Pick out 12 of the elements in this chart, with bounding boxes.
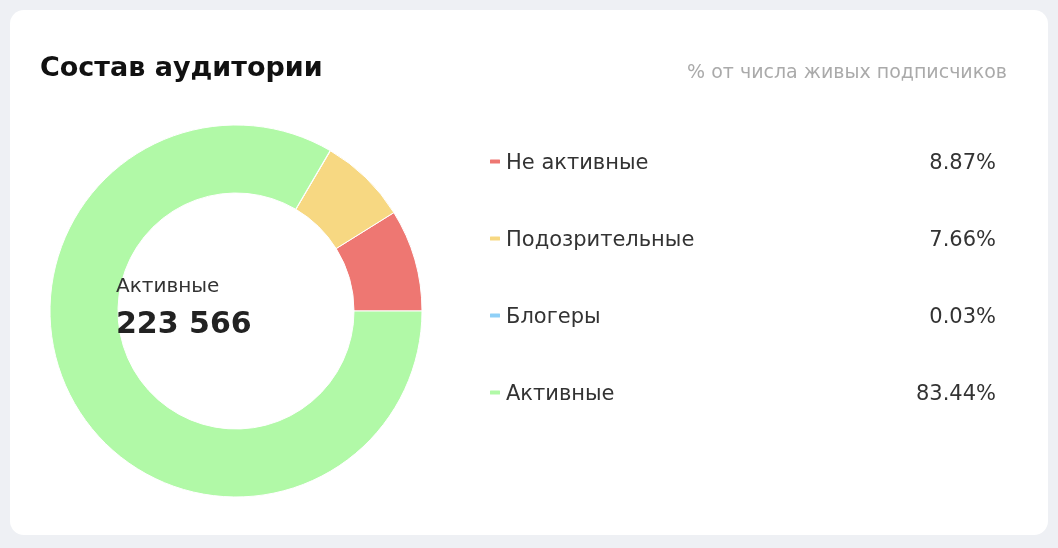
- legend-label: Активные: [506, 380, 615, 405]
- chart-title: Состав аудитории: [40, 51, 323, 82]
- data-label: 0.03%: [929, 303, 996, 328]
- legend-label: Подозрительные: [506, 226, 695, 251]
- data-label: 8.87%: [929, 149, 996, 174]
- text: Активные: [116, 273, 220, 297]
- text: 223 566: [116, 304, 252, 340]
- data-label: 7.66%: [929, 226, 996, 251]
- legend-label: Блогеры: [506, 303, 601, 328]
- chart-subtitle: % от числа живых подписчиков: [687, 59, 1008, 82]
- data-label: 83.44%: [915, 380, 996, 405]
- legend-label: Не активные: [506, 149, 649, 174]
